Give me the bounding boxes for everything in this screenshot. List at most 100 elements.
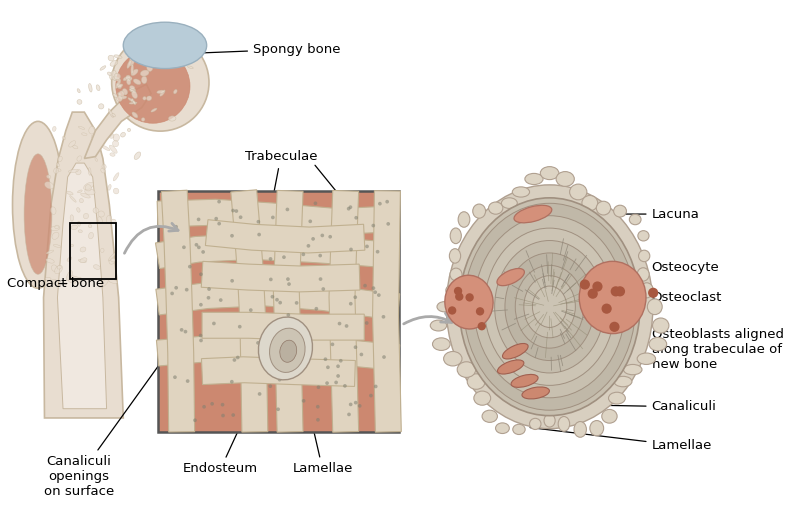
Text: Osteoblasts aligned
along trabeculae of
new bone: Osteoblasts aligned along trabeculae of … <box>536 328 783 371</box>
Ellipse shape <box>556 172 574 186</box>
Ellipse shape <box>113 134 119 141</box>
Circle shape <box>382 315 386 319</box>
Ellipse shape <box>58 266 62 269</box>
Circle shape <box>301 355 305 358</box>
Circle shape <box>317 386 320 389</box>
Circle shape <box>212 322 216 326</box>
Ellipse shape <box>134 152 141 159</box>
Circle shape <box>294 301 298 305</box>
Circle shape <box>207 287 211 291</box>
Ellipse shape <box>54 244 61 247</box>
Circle shape <box>343 384 346 388</box>
Polygon shape <box>155 234 399 269</box>
Ellipse shape <box>582 195 598 211</box>
Ellipse shape <box>151 108 157 112</box>
Ellipse shape <box>80 247 86 252</box>
Ellipse shape <box>116 49 190 123</box>
Ellipse shape <box>450 228 462 244</box>
Ellipse shape <box>513 424 525 434</box>
Ellipse shape <box>109 279 118 284</box>
Circle shape <box>269 257 272 261</box>
Ellipse shape <box>51 265 58 271</box>
Ellipse shape <box>146 64 153 71</box>
Circle shape <box>376 250 379 254</box>
Circle shape <box>382 355 386 359</box>
Ellipse shape <box>66 191 73 195</box>
Ellipse shape <box>131 99 134 101</box>
Circle shape <box>318 277 322 281</box>
Circle shape <box>218 200 221 203</box>
Ellipse shape <box>108 184 111 190</box>
Ellipse shape <box>82 133 87 135</box>
Circle shape <box>345 324 349 328</box>
Circle shape <box>580 279 590 289</box>
Ellipse shape <box>525 174 543 185</box>
Ellipse shape <box>114 173 119 181</box>
Ellipse shape <box>129 56 134 66</box>
Ellipse shape <box>96 85 100 91</box>
Ellipse shape <box>113 141 118 147</box>
Polygon shape <box>58 163 106 409</box>
Circle shape <box>234 209 238 213</box>
Ellipse shape <box>56 163 59 167</box>
Ellipse shape <box>544 414 555 427</box>
Ellipse shape <box>114 73 121 80</box>
Ellipse shape <box>127 129 130 132</box>
Circle shape <box>210 402 214 406</box>
Circle shape <box>230 279 234 282</box>
Ellipse shape <box>131 69 138 75</box>
Circle shape <box>197 245 201 249</box>
Circle shape <box>371 224 375 227</box>
Ellipse shape <box>88 225 92 228</box>
Ellipse shape <box>647 299 662 315</box>
Circle shape <box>198 333 202 337</box>
Ellipse shape <box>495 423 510 433</box>
Circle shape <box>199 272 203 276</box>
Ellipse shape <box>489 202 503 214</box>
Circle shape <box>610 322 619 332</box>
Circle shape <box>186 379 190 383</box>
Ellipse shape <box>142 97 146 100</box>
Ellipse shape <box>45 277 51 280</box>
Ellipse shape <box>602 409 617 423</box>
Ellipse shape <box>497 269 524 286</box>
Ellipse shape <box>102 164 106 169</box>
Ellipse shape <box>187 66 194 68</box>
Circle shape <box>230 380 234 383</box>
Circle shape <box>286 313 290 317</box>
Ellipse shape <box>54 266 62 273</box>
Circle shape <box>276 407 280 411</box>
Ellipse shape <box>110 153 115 156</box>
Circle shape <box>306 244 310 247</box>
Ellipse shape <box>458 212 470 227</box>
Polygon shape <box>202 261 360 292</box>
Ellipse shape <box>127 61 131 68</box>
Circle shape <box>206 296 210 299</box>
Circle shape <box>359 353 363 356</box>
Ellipse shape <box>146 96 152 100</box>
Circle shape <box>280 370 283 374</box>
Circle shape <box>358 404 362 408</box>
Ellipse shape <box>270 328 305 372</box>
Ellipse shape <box>637 268 649 281</box>
Circle shape <box>365 321 369 325</box>
Ellipse shape <box>117 96 122 101</box>
Ellipse shape <box>123 22 206 68</box>
Ellipse shape <box>24 154 52 275</box>
Circle shape <box>369 393 373 397</box>
Circle shape <box>294 348 298 352</box>
Circle shape <box>270 295 274 298</box>
Circle shape <box>278 301 282 304</box>
Polygon shape <box>157 199 399 234</box>
Ellipse shape <box>101 249 104 252</box>
Polygon shape <box>84 84 151 158</box>
Circle shape <box>588 288 598 299</box>
Ellipse shape <box>474 391 490 405</box>
Ellipse shape <box>84 182 94 190</box>
Circle shape <box>193 418 197 422</box>
Circle shape <box>347 413 351 416</box>
Ellipse shape <box>77 89 80 93</box>
Circle shape <box>316 418 320 422</box>
Ellipse shape <box>596 201 610 215</box>
Ellipse shape <box>450 268 462 281</box>
